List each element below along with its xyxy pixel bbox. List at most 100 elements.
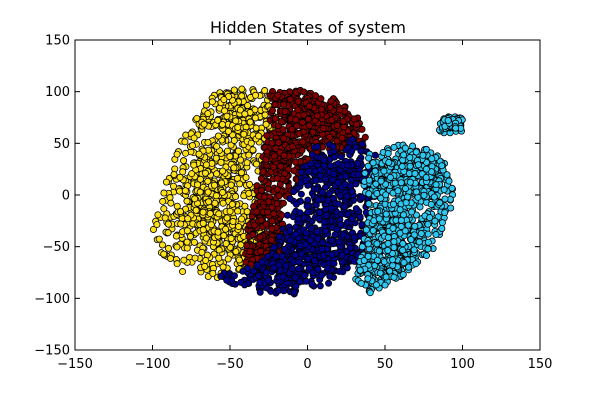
scatter-point (401, 185, 409, 193)
scatter-point (373, 189, 381, 197)
scatter-point (232, 193, 240, 201)
scatter-point (243, 208, 251, 216)
scatter-point (223, 214, 231, 222)
scatter-point (331, 153, 339, 161)
scatter-point (330, 170, 338, 178)
scatter-point (191, 195, 199, 203)
scatter-point (226, 207, 234, 215)
scatter-point (404, 193, 412, 201)
scatter-point (284, 165, 292, 173)
scatter-point (300, 111, 308, 119)
scatter-point (376, 269, 384, 277)
scatter-point (432, 181, 440, 189)
scatter-point (199, 208, 207, 216)
scatter-point (210, 181, 218, 189)
scatter-point (348, 215, 356, 223)
scatter-point (158, 241, 166, 249)
scatter-point (249, 267, 257, 275)
scatter-point (361, 169, 369, 177)
scatter-point (356, 213, 364, 221)
scatter-point (314, 143, 322, 151)
scatter-point (243, 241, 251, 249)
scatter-point (426, 214, 434, 222)
scatter-point (384, 239, 392, 247)
scatter-point (191, 254, 199, 262)
scatter-point (445, 177, 453, 185)
scatter-point (447, 204, 455, 212)
scatter-point (292, 158, 300, 166)
scatter-point (262, 120, 270, 128)
scatter-point (220, 96, 228, 104)
scatter-point (382, 191, 390, 199)
scatter-point (262, 156, 270, 164)
scatter-point (204, 139, 212, 147)
scatter-point (237, 156, 245, 164)
x-tick-label: −100 (135, 357, 171, 372)
scatter-point (206, 210, 214, 218)
scatter-point (356, 266, 364, 274)
scatter-point (264, 185, 272, 193)
scatter-point (304, 196, 312, 204)
scatter-point (286, 227, 294, 235)
scatter-point (238, 169, 246, 177)
scatter-point (299, 138, 307, 146)
scatter-point (161, 214, 169, 222)
scatter-point (265, 198, 273, 206)
scatter-point (256, 288, 264, 296)
scatter-point (237, 278, 245, 286)
scatter-point (284, 211, 292, 219)
scatter-point (382, 210, 390, 218)
scatter-point (183, 238, 191, 246)
scatter-point (417, 230, 425, 238)
scatter-point (220, 232, 228, 240)
scatter-point (192, 206, 200, 214)
scatter-point (271, 101, 279, 109)
scatter-point (333, 122, 341, 130)
scatter-point (373, 256, 381, 264)
scatter-point (170, 182, 178, 190)
scatter-point (412, 188, 420, 196)
scatter-point (259, 168, 267, 176)
scatter-point (202, 161, 210, 169)
scatter-point (321, 218, 329, 226)
scatter-point (249, 231, 257, 239)
scatter-point (230, 136, 238, 144)
scatter-point (209, 269, 217, 277)
scatter-point (365, 176, 373, 184)
scatter-point (250, 202, 258, 210)
scatter-point (328, 116, 336, 124)
scatter-point (315, 215, 323, 223)
scatter-point (257, 175, 265, 183)
scatter-point (384, 149, 392, 157)
scatter-point (280, 287, 288, 295)
scatter-point (292, 200, 300, 208)
scatter-point (319, 239, 327, 247)
scatter-point (234, 147, 242, 155)
scatter-point (162, 178, 170, 186)
scatter-point (339, 117, 347, 125)
scatter-point (364, 275, 372, 283)
scatter-point (181, 187, 189, 195)
scatter-point (399, 246, 407, 254)
scatter-point (398, 162, 406, 170)
scatter-point (153, 221, 161, 229)
scatter-point (252, 160, 260, 168)
scatter-point (313, 112, 321, 120)
scatter-point (271, 152, 279, 160)
scatter-point (275, 192, 283, 200)
scatter-point (326, 133, 334, 141)
scatter-point (176, 187, 184, 195)
scatter-point (212, 192, 220, 200)
scatter-point (452, 124, 460, 132)
scatter-point (336, 106, 344, 114)
scatter-point (230, 86, 238, 94)
scatter-point (271, 115, 279, 123)
scatter-point (253, 208, 261, 216)
scatter-point (201, 169, 209, 177)
scatter-point (341, 203, 349, 211)
scatter-point (222, 240, 230, 248)
scatter-point (261, 111, 269, 119)
scatter-point (311, 167, 319, 175)
scatter-point (359, 193, 367, 201)
scatter-point (268, 225, 276, 233)
